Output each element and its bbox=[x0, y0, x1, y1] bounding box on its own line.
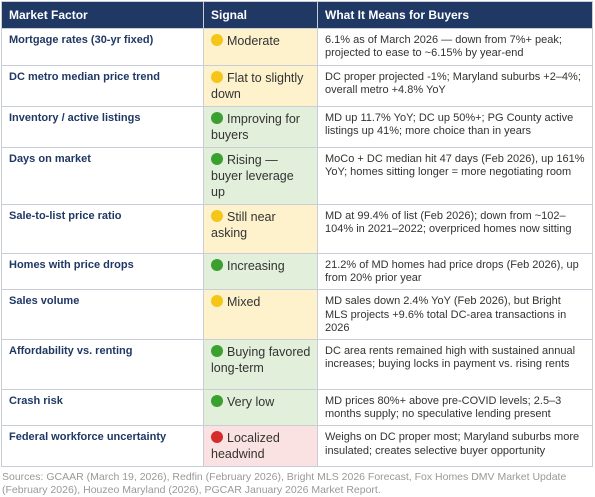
signal-cell: Increasing bbox=[203, 252, 318, 291]
signal-label: Buying favored long-term bbox=[211, 345, 311, 376]
signal-cell: Moderate bbox=[203, 28, 318, 66]
signal-label: Still near asking bbox=[211, 210, 276, 240]
market-factor-cell: Affordability vs. renting bbox=[1, 339, 204, 391]
market-factor-cell: DC metro median price trend bbox=[1, 65, 204, 107]
signal-label: Flat to slightly down bbox=[211, 71, 304, 101]
signal-cell: Improving for buyers bbox=[203, 106, 318, 148]
header-market-factor: Market Factor bbox=[1, 1, 204, 29]
status-dot-icon bbox=[211, 259, 223, 271]
market-factor-cell: Sales volume bbox=[1, 289, 204, 341]
status-dot-icon bbox=[211, 210, 223, 222]
table-row: Crash risk Very low MD prices 80%+ above p… bbox=[1, 389, 593, 427]
status-dot-icon bbox=[211, 345, 223, 358]
signal-label: Rising — buyer leverage up bbox=[211, 153, 294, 199]
table-header-row: Market Factor Signal What It Means for B… bbox=[1, 1, 593, 29]
signal-label: Improving for buyers bbox=[211, 112, 300, 142]
market-factor-cell: Sale-to-list price ratio bbox=[1, 204, 204, 254]
status-dot-icon bbox=[211, 431, 223, 444]
buyer-meaning-cell: MoCo + DC median hit 47 days (Feb 2026),… bbox=[317, 147, 593, 205]
market-factor-cell: Mortgage rates (30-yr fixed) bbox=[1, 28, 204, 66]
status-dot-icon bbox=[211, 153, 223, 165]
buyer-meaning-cell: MD sales down 2.4% YoY (Feb 2026), but B… bbox=[317, 289, 593, 341]
signal-label: Localized headwind bbox=[211, 431, 280, 462]
buyer-meaning-cell: MD at 99.4% of list (Feb 2026); down fro… bbox=[317, 204, 593, 254]
signal-cell: Flat to slightly down bbox=[203, 65, 318, 107]
table-row: Inventory / active listings Improving for… bbox=[1, 106, 593, 148]
buyer-meaning-cell: 21.2% of MD homes had price drops (Feb 2… bbox=[317, 252, 593, 291]
signal-label: Mixed bbox=[227, 295, 261, 310]
table-row: Affordability vs. renting Buying favored … bbox=[1, 339, 593, 391]
table-row: Sale-to-list price ratio Still near askin… bbox=[1, 204, 593, 254]
status-dot-icon bbox=[211, 112, 223, 124]
table-row: Federal workforce uncertainty Localized h… bbox=[1, 425, 593, 468]
market-factor-cell: Inventory / active listings bbox=[1, 106, 204, 148]
signal-cell: Rising — buyer leverage up bbox=[203, 147, 318, 205]
status-dot-icon bbox=[211, 71, 223, 83]
market-factors-table: Market Factor Signal What It Means for B… bbox=[1, 1, 593, 468]
signal-label: Increasing bbox=[227, 259, 285, 273]
signal-cell: Very low bbox=[203, 389, 318, 427]
table-row: Mortgage rates (30-yr fixed) Moderate 6.1%… bbox=[1, 28, 593, 66]
buyer-meaning-cell: DC area rents remained high with sustain… bbox=[317, 339, 593, 391]
table-row: Sales volume Mixed MD sales down 2.4% YoY … bbox=[1, 289, 593, 341]
market-factor-cell: Homes with price drops bbox=[1, 252, 204, 291]
header-buyer-meaning: What It Means for Buyers bbox=[317, 1, 593, 29]
signal-cell: Mixed bbox=[203, 289, 318, 341]
buyer-meaning-cell: DC proper projected -1%; Maryland suburb… bbox=[317, 65, 593, 107]
table-row: Days on market Rising — buyer leverage up… bbox=[1, 147, 593, 205]
buyer-meaning-cell: Weighs on DC proper most; Maryland subur… bbox=[317, 425, 593, 468]
sources-note: Sources: GCAAR (March 19, 2026), Redfin … bbox=[2, 471, 567, 497]
signal-label: Moderate bbox=[227, 34, 280, 48]
status-dot-icon bbox=[211, 295, 223, 308]
signal-cell: Buying favored long-term bbox=[203, 339, 318, 391]
signal-cell: Still near asking bbox=[203, 204, 318, 254]
buyer-meaning-cell: MD up 11.7% YoY; DC up 50%+; PG County a… bbox=[317, 106, 593, 148]
status-dot-icon bbox=[211, 34, 223, 46]
market-factor-cell: Days on market bbox=[1, 147, 204, 205]
table-row: Homes with price drops Increasing 21.2% of… bbox=[1, 252, 593, 291]
buyer-meaning-cell: 6.1% as of March 2026 — down from 7%+ pe… bbox=[317, 28, 593, 66]
buyer-meaning-cell: MD prices 80%+ above pre-COVID levels; 2… bbox=[317, 389, 593, 427]
signal-cell: Localized headwind bbox=[203, 425, 318, 468]
signal-label: Very low bbox=[227, 395, 275, 410]
market-factor-cell: Crash risk bbox=[1, 389, 204, 427]
market-factor-cell: Federal workforce uncertainty bbox=[1, 425, 204, 468]
table-row: DC metro median price trend Flat to sligh… bbox=[1, 65, 593, 107]
status-dot-icon bbox=[211, 395, 223, 408]
header-signal: Signal bbox=[203, 1, 318, 29]
